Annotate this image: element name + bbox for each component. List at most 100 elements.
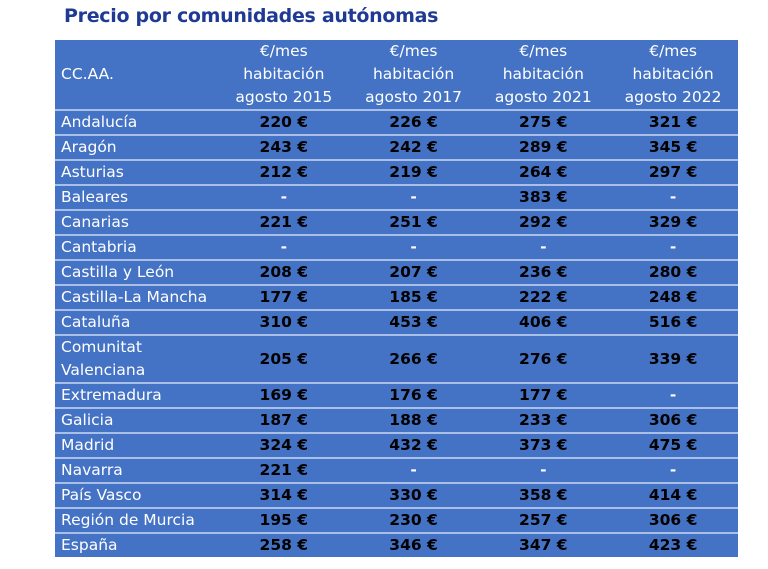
price-cell: 205 € <box>218 334 349 383</box>
region-name: Baleares <box>55 184 219 210</box>
table-row: Cantabria - - - - <box>55 234 738 260</box>
price-cell: - <box>608 382 738 408</box>
table-row: Canarias 221 €251 €292 €329 € <box>55 209 738 235</box>
price-cell: - <box>348 457 479 483</box>
price-cell: - <box>478 234 609 260</box>
price-cell: - <box>608 184 738 210</box>
price-cell: 276 € <box>478 334 609 383</box>
price-cell: 251 € <box>348 209 479 235</box>
table-row: Castilla y León 208 €207 €236 €280 € <box>55 259 738 285</box>
price-cell: 373 € <box>478 432 609 458</box>
header-line: habitación <box>502 65 584 83</box>
price-cell: - <box>348 234 479 260</box>
table-row: País Vasco 314 €330 €358 €414 € <box>55 482 738 508</box>
price-cell: 314 € <box>218 482 349 508</box>
price-cell: 221 € <box>218 457 349 483</box>
price-cell: 230 € <box>348 507 479 533</box>
table-row: Comunitat Valenciana 205 €266 €276 €339 € <box>55 334 738 383</box>
region-name: País Vasco <box>55 482 219 508</box>
region-name: Aragón <box>55 134 219 160</box>
region-name: Región de Murcia <box>55 507 219 533</box>
page-title: Precio por comunidades autónomas <box>64 5 439 27</box>
price-cell: 243 € <box>218 134 349 160</box>
table-row: Andalucía 220 €226 €275 €321 € <box>55 109 738 135</box>
price-cell: 219 € <box>348 159 479 185</box>
price-cell: 208 € <box>218 259 349 285</box>
price-table: CC.AA. €/mes habitación agosto 2015 €/mes hab… <box>55 40 738 557</box>
price-cell: 297 € <box>608 159 738 185</box>
table-row: Extremadura 169 €176 €177 € - <box>55 382 738 408</box>
table-row: Navarra 221 € - - - <box>55 457 738 483</box>
price-cell: 453 € <box>348 309 479 335</box>
header-col-4: €/mes habitación agosto 2022 <box>608 40 738 110</box>
header-col-3: €/mes habitación agosto 2021 <box>478 40 608 110</box>
price-cell: 221 € <box>218 209 349 235</box>
price-cell: 280 € <box>608 259 738 285</box>
price-cell: 310 € <box>218 309 349 335</box>
table-row: España 258 €346 €347 €423 € <box>55 532 738 557</box>
price-cell: - <box>348 184 479 210</box>
header-line: habitación <box>372 65 455 83</box>
price-cell: - <box>218 184 349 210</box>
header-line: €/mes <box>389 42 438 60</box>
price-cell: 233 € <box>478 407 609 433</box>
price-cell: 346 € <box>348 532 479 557</box>
region-name: Comunitat Valenciana <box>55 334 219 383</box>
table-row: Galicia 187 €188 €233 €306 € <box>55 407 738 433</box>
price-cell: 207 € <box>348 259 479 285</box>
header-line: €/mes <box>649 42 697 60</box>
price-cell: 264 € <box>478 159 609 185</box>
price-cell: - <box>608 457 738 483</box>
header-line: €/mes <box>519 42 568 60</box>
price-cell: 289 € <box>478 134 609 160</box>
header-line: habitación <box>243 65 325 83</box>
region-name: Galicia <box>55 407 219 433</box>
header-line: agosto 2021 <box>494 88 592 106</box>
region-name: Extremadura <box>55 382 219 408</box>
table-row: Castilla-La Mancha 177 €185 €222 €248 € <box>55 284 738 310</box>
header-line: habitación <box>632 65 714 83</box>
table-row: Cataluña 310 €453 €406 €516 € <box>55 309 738 335</box>
price-cell: 324 € <box>218 432 349 458</box>
header-line: agosto 2015 <box>235 88 333 106</box>
price-cell: - <box>608 234 738 260</box>
price-cell: 432 € <box>348 432 479 458</box>
price-cell: 177 € <box>478 382 609 408</box>
price-cell: 257 € <box>478 507 609 533</box>
price-cell: 383 € <box>478 184 609 210</box>
price-cell: 339 € <box>608 334 738 383</box>
header-region: CC.AA. <box>61 65 114 83</box>
price-cell: 248 € <box>608 284 738 310</box>
region-name: Madrid <box>55 432 219 458</box>
price-cell: 347 € <box>478 532 609 557</box>
header-line: €/mes <box>259 42 308 60</box>
price-cell: 275 € <box>478 109 609 135</box>
price-cell: - <box>218 234 349 260</box>
region-name: Asturias <box>55 159 219 185</box>
price-cell: 220 € <box>218 109 349 135</box>
price-cell: 292 € <box>478 209 609 235</box>
price-cell: 306 € <box>608 507 738 533</box>
price-cell: 226 € <box>348 109 479 135</box>
table-row: Aragón 243 €242 €289 €345 € <box>55 134 738 160</box>
header-line: agosto 2017 <box>365 88 462 106</box>
table-row: Baleares - -383 € - <box>55 184 738 210</box>
price-cell: 414 € <box>608 482 738 508</box>
price-cell: 306 € <box>608 407 738 433</box>
header-row: CC.AA. €/mes habitación agosto 2015 €/mes hab… <box>55 40 738 110</box>
header-line: agosto 2022 <box>624 88 722 106</box>
region-name: Canarias <box>55 209 219 235</box>
table-row: Madrid 324 €432 €373 €475 € <box>55 432 738 458</box>
region-name: Cataluña <box>55 309 219 335</box>
price-cell: 266 € <box>348 334 479 383</box>
price-cell: 176 € <box>348 382 479 408</box>
price-cell: 177 € <box>218 284 349 310</box>
table-row: Región de Murcia 195 €230 €257 €306 € <box>55 507 738 533</box>
header-col-2: €/mes habitación agosto 2017 <box>349 40 479 110</box>
region-name: Andalucía <box>55 109 219 135</box>
region-name: Castilla-La Mancha <box>55 284 219 310</box>
region-name: España <box>55 532 219 557</box>
region-name: Navarra <box>55 457 219 483</box>
price-cell: - <box>478 457 609 483</box>
price-cell: 423 € <box>608 532 738 557</box>
